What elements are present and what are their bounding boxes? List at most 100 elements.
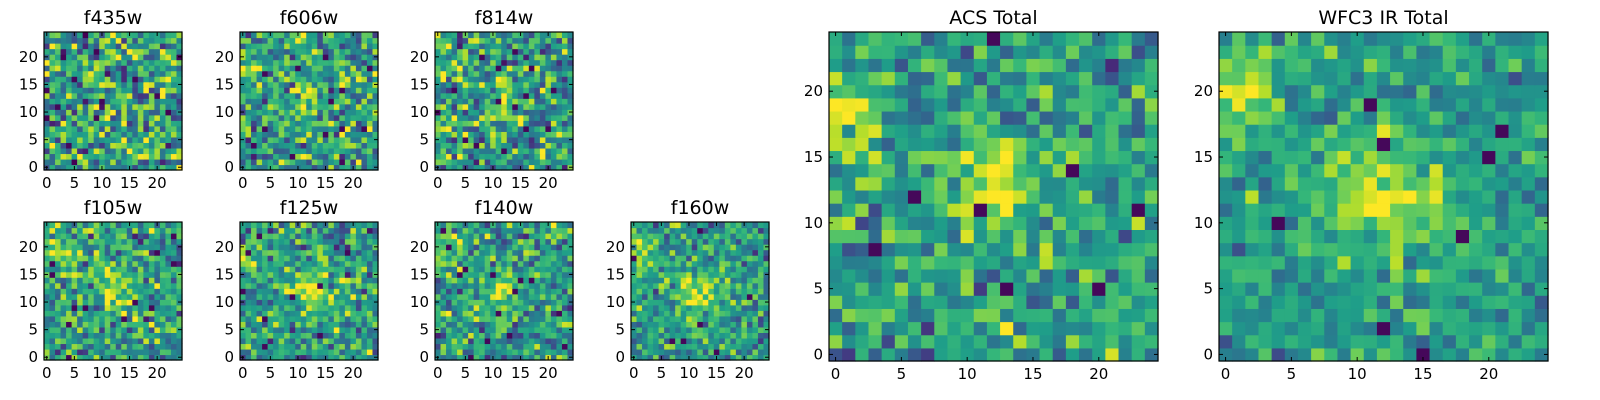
heatmap-cell (1052, 295, 1067, 309)
heatmap-cell (317, 142, 324, 149)
heatmap-cell (868, 295, 883, 309)
heatmap-cell (77, 136, 84, 143)
heatmap-cell (115, 293, 122, 300)
heatmap-cell (245, 54, 252, 61)
heatmap-cell (517, 131, 524, 138)
heatmap-cell (300, 114, 307, 121)
heatmap-cell (501, 76, 508, 83)
heatmap-cell (55, 65, 62, 72)
heatmap-cell (528, 87, 535, 94)
heatmap-cell (170, 120, 178, 127)
heatmap-cell (372, 147, 379, 155)
heatmap-cell (523, 153, 530, 160)
heatmap-cell (66, 315, 73, 322)
heatmap-cell (680, 271, 687, 278)
heatmap-cell (143, 315, 150, 322)
heatmap-cell (77, 321, 84, 328)
heatmap-cell (556, 343, 563, 350)
heatmap-cell (256, 131, 263, 138)
heatmap-cell (462, 227, 469, 234)
heatmap-cell (446, 343, 453, 350)
heatmap-cell (501, 337, 508, 345)
heatmap-cell (245, 271, 252, 278)
heatmap-cell (137, 227, 144, 234)
heatmap-cell (642, 343, 649, 350)
heatmap-cell (49, 142, 56, 149)
heatmap-cell (115, 120, 122, 127)
heatmap-cell (137, 299, 144, 306)
heatmap-cell (132, 48, 139, 55)
heatmap-cell (550, 131, 558, 138)
heatmap-cell (311, 282, 318, 289)
heatmap-cell (148, 304, 155, 311)
heatmap-cell (289, 32, 296, 39)
heatmap-cell (528, 142, 535, 149)
heatmap-cell (88, 310, 95, 317)
heatmap-cell (71, 76, 78, 83)
x-tick-label: 15 (511, 364, 530, 382)
heatmap-cell (284, 98, 291, 105)
heatmap-cell (457, 299, 464, 306)
heatmap-cell (132, 227, 139, 234)
heatmap-cell (77, 103, 84, 110)
heatmap-cell (490, 249, 497, 256)
heatmap-cell (289, 76, 296, 83)
heatmap-cell (534, 48, 541, 55)
heatmap-cell (490, 321, 497, 328)
heatmap-cell (77, 343, 84, 350)
heatmap-cell (719, 266, 726, 273)
heatmap-cell (110, 147, 117, 155)
heatmap-cell (658, 244, 665, 251)
heatmap-cell (148, 326, 155, 333)
heatmap-cell (132, 120, 139, 127)
heatmap-cell (132, 87, 139, 94)
heatmap-cell (440, 321, 447, 328)
heatmap-cell (295, 304, 302, 311)
heatmap-cell (267, 282, 274, 289)
heatmap-cell (1013, 163, 1027, 178)
heatmap-cell (148, 98, 155, 105)
heatmap-cell (295, 109, 302, 116)
heatmap-cell (735, 271, 742, 278)
heatmap-cell (278, 233, 285, 240)
heatmap-cell (746, 227, 754, 234)
heatmap-cell (372, 142, 379, 149)
heatmap-cell (1065, 176, 1080, 191)
heatmap-cell (256, 332, 263, 339)
heatmap-cell (462, 76, 469, 83)
y-tick-label: 0 (615, 348, 625, 366)
heatmap-cell (60, 288, 67, 295)
heatmap-cell (545, 109, 552, 116)
heatmap-cell (462, 255, 469, 262)
heatmap-cell (735, 255, 742, 262)
heatmap-cell (328, 260, 335, 267)
heatmap-cell (484, 153, 491, 160)
heatmap-cell (647, 293, 654, 300)
heatmap-cell (479, 164, 486, 171)
heatmap-cell (921, 150, 935, 165)
heatmap-cell (501, 147, 508, 155)
heatmap-cell (328, 244, 335, 251)
heatmap-cell (245, 48, 252, 55)
heatmap-cell (545, 332, 552, 339)
heatmap-cell (647, 249, 654, 256)
heatmap-cell (534, 98, 541, 105)
heatmap-cell (344, 92, 351, 99)
heatmap-cell (1131, 268, 1146, 283)
heatmap-cell (1144, 334, 1159, 349)
heatmap-cell (545, 103, 552, 110)
heatmap-cell (512, 92, 519, 99)
heatmap-cell (295, 76, 302, 83)
heatmap-cell (104, 348, 111, 356)
heatmap-cell (719, 260, 726, 267)
heatmap-cell (691, 343, 698, 350)
x-tick-label: 5 (70, 364, 80, 382)
heatmap-cell (484, 321, 491, 328)
heatmap-cell (256, 98, 263, 105)
heatmap-cell (669, 299, 676, 306)
heatmap-cell (306, 238, 313, 245)
heatmap-cell (713, 271, 720, 278)
heatmap-cell (311, 158, 318, 166)
heatmap-cell (88, 70, 95, 77)
heatmap-cell (278, 98, 285, 105)
